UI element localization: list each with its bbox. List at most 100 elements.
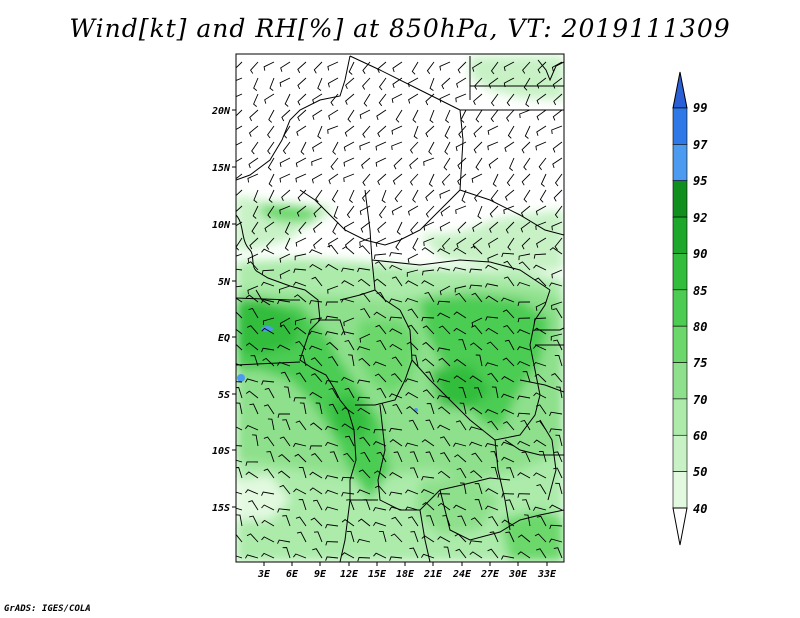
wind-barb	[502, 357, 515, 367]
wind-barb	[423, 221, 435, 231]
wind-barb	[293, 326, 307, 335]
wind-barb	[409, 547, 419, 559]
wind-barb	[487, 548, 499, 559]
wind-barb	[459, 402, 467, 415]
wind-barb	[410, 531, 419, 543]
wind-barb	[279, 269, 291, 279]
wind-barb	[236, 402, 243, 415]
wind-barb	[346, 531, 355, 543]
colorbar-box-90_92	[672, 216, 688, 254]
wind-barb	[456, 467, 467, 479]
wind-barb	[469, 375, 483, 383]
wind-barb	[348, 189, 355, 203]
wind-barb	[501, 408, 515, 415]
wind-barb	[501, 493, 515, 498]
wind-barb	[249, 515, 259, 527]
wind-barb	[551, 301, 563, 310]
wind-barb	[407, 253, 419, 263]
wind-barb	[357, 396, 371, 402]
colorbar-label-95: 95	[693, 174, 707, 188]
wind-barb	[313, 61, 323, 74]
wind-barb	[469, 284, 483, 290]
wind-barb	[535, 301, 547, 311]
wind-barb	[269, 77, 275, 91]
wind-barb	[279, 77, 291, 87]
wind-barb	[522, 499, 531, 511]
wind-barb	[472, 221, 483, 232]
wind-barb	[327, 125, 339, 134]
wind-barb	[360, 221, 371, 233]
wind-barb	[293, 397, 307, 402]
wind-barb	[343, 221, 355, 232]
wind-barb	[553, 339, 563, 351]
wind-barb	[553, 467, 563, 479]
wind-barb	[373, 253, 387, 259]
wind-barb	[268, 173, 275, 187]
wind-barb	[554, 173, 563, 187]
wind-barb	[262, 317, 275, 326]
wind-barb	[359, 237, 371, 247]
wind-barb	[328, 356, 339, 367]
wind-barb	[501, 456, 515, 463]
wind-barb	[324, 331, 339, 336]
wind-barb	[521, 141, 531, 154]
wind-barb	[517, 395, 531, 400]
wind-barb	[391, 205, 403, 216]
wind-barb	[277, 470, 291, 479]
wind-barb	[470, 517, 483, 527]
wind-barb	[279, 253, 291, 263]
wind-barb	[359, 109, 371, 119]
wind-barb	[331, 189, 339, 203]
wind-barb	[332, 221, 339, 235]
wind-barb	[341, 423, 355, 431]
wind-barb	[375, 324, 387, 335]
wind-barb	[506, 93, 515, 107]
wind-barb	[523, 189, 531, 203]
rh-95-patch	[261, 326, 273, 332]
wind-barb	[428, 173, 435, 187]
wind-barb	[533, 344, 547, 351]
wind-barb	[376, 387, 387, 399]
wind-barb	[409, 451, 419, 463]
wind-barb	[236, 507, 243, 511]
wind-barb	[407, 516, 419, 527]
wind-barb	[474, 189, 483, 202]
wind-barb	[248, 125, 259, 137]
wind-barb	[553, 93, 563, 106]
wind-barb	[485, 362, 499, 367]
wind-barb	[266, 451, 275, 463]
wind-barb	[471, 173, 483, 183]
wind-barb	[453, 327, 467, 335]
wind-barb	[533, 327, 547, 335]
wind-barb	[552, 77, 563, 89]
wind-barb	[437, 470, 451, 479]
colorbar-label-75: 75	[693, 356, 707, 370]
wind-barb	[455, 548, 467, 559]
wind-barb	[536, 93, 547, 105]
wind-barb	[236, 157, 243, 163]
wind-barb	[325, 556, 339, 561]
wind-barb	[426, 61, 435, 75]
wind-barb	[264, 93, 275, 104]
wind-barb	[439, 221, 451, 232]
colorbar-box-75_80	[672, 325, 688, 363]
wind-barb	[236, 253, 243, 257]
wind-barb	[425, 419, 435, 431]
wind-barb	[389, 439, 403, 447]
wind-barb	[298, 466, 307, 479]
wind-barb	[333, 205, 339, 219]
wind-barb	[443, 546, 451, 559]
wind-barb	[251, 221, 259, 235]
wind-barb	[294, 453, 307, 463]
wind-barb	[441, 237, 451, 250]
wind-barb	[439, 285, 451, 296]
wind-barb	[236, 125, 243, 131]
wind-barb	[553, 451, 563, 463]
wind-barb	[261, 281, 275, 287]
wind-barb	[469, 268, 483, 273]
wind-barb	[362, 77, 371, 90]
wind-barb	[439, 93, 451, 103]
wind-barb	[378, 205, 387, 219]
wind-barb	[487, 372, 499, 383]
wind-barb	[421, 439, 435, 447]
